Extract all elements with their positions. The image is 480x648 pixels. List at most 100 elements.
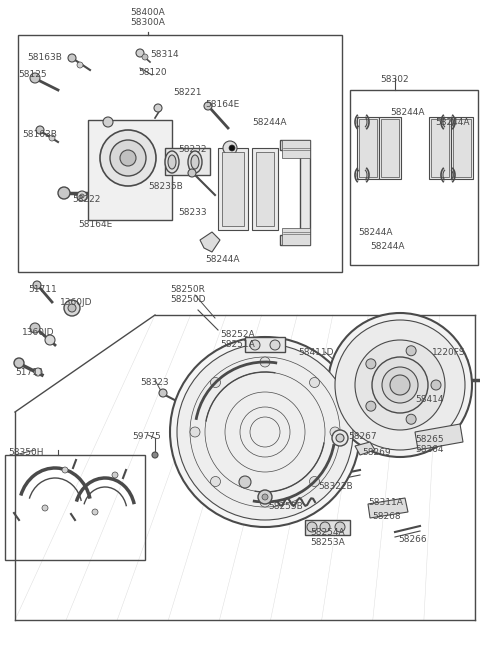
Text: 58120: 58120	[138, 68, 167, 77]
Polygon shape	[252, 148, 278, 230]
Ellipse shape	[191, 155, 199, 169]
Circle shape	[260, 497, 270, 507]
Ellipse shape	[165, 151, 179, 173]
Text: 58250R
58250D: 58250R 58250D	[170, 285, 205, 305]
Circle shape	[36, 126, 44, 134]
Circle shape	[328, 313, 472, 457]
Circle shape	[92, 509, 98, 515]
Text: 58244A: 58244A	[252, 118, 287, 127]
Circle shape	[229, 145, 235, 151]
Circle shape	[120, 150, 136, 166]
Polygon shape	[379, 117, 401, 179]
Text: 1360JD: 1360JD	[22, 328, 55, 337]
Polygon shape	[222, 152, 244, 226]
Circle shape	[307, 522, 317, 532]
Text: 58268: 58268	[372, 512, 401, 521]
Circle shape	[152, 452, 158, 458]
Text: 58221: 58221	[173, 88, 202, 97]
Circle shape	[100, 130, 156, 186]
Circle shape	[80, 194, 84, 198]
Text: 58244A: 58244A	[205, 255, 240, 264]
Circle shape	[188, 169, 196, 177]
Text: 58266: 58266	[398, 535, 427, 544]
Circle shape	[14, 358, 24, 368]
Text: 58164E: 58164E	[78, 220, 112, 229]
Circle shape	[103, 117, 113, 127]
Circle shape	[159, 389, 167, 397]
Text: 58235B: 58235B	[148, 182, 183, 191]
Text: 58164E: 58164E	[205, 100, 239, 109]
Bar	[165, 148, 210, 175]
Text: 58400A
58300A: 58400A 58300A	[131, 8, 166, 27]
Circle shape	[177, 344, 353, 520]
Polygon shape	[431, 119, 449, 177]
Bar	[305, 520, 350, 535]
Circle shape	[30, 73, 40, 83]
Bar	[350, 90, 478, 265]
Circle shape	[336, 434, 344, 442]
Text: 58323: 58323	[140, 378, 168, 387]
Text: 58163B: 58163B	[22, 130, 57, 139]
Bar	[88, 120, 172, 220]
Polygon shape	[359, 119, 377, 177]
Circle shape	[170, 337, 360, 527]
Circle shape	[77, 62, 83, 68]
Circle shape	[366, 401, 376, 411]
Polygon shape	[368, 498, 408, 518]
Circle shape	[330, 427, 340, 437]
Text: 58311A: 58311A	[368, 498, 403, 507]
Polygon shape	[256, 152, 274, 226]
Circle shape	[262, 494, 268, 500]
Circle shape	[112, 472, 118, 478]
Circle shape	[431, 380, 441, 390]
Text: 58244A: 58244A	[370, 242, 405, 251]
Text: 58411D: 58411D	[298, 348, 334, 357]
Bar	[245, 337, 285, 352]
Circle shape	[335, 522, 345, 532]
Text: 58232: 58232	[178, 145, 206, 154]
Circle shape	[270, 340, 280, 350]
Polygon shape	[429, 117, 451, 179]
Circle shape	[320, 522, 330, 532]
Text: 51711: 51711	[28, 285, 57, 294]
Text: 58125: 58125	[18, 70, 47, 79]
Text: 58350H: 58350H	[8, 448, 44, 457]
Polygon shape	[218, 148, 248, 230]
Polygon shape	[357, 117, 379, 179]
Circle shape	[223, 141, 237, 155]
Polygon shape	[282, 228, 310, 245]
Ellipse shape	[188, 151, 202, 173]
Text: 58255B: 58255B	[268, 502, 303, 511]
Text: 58322B: 58322B	[318, 482, 353, 491]
Circle shape	[68, 304, 76, 312]
Circle shape	[258, 490, 272, 504]
Circle shape	[45, 335, 55, 345]
Text: 58244A: 58244A	[390, 108, 424, 117]
Circle shape	[30, 323, 40, 333]
Polygon shape	[280, 140, 310, 245]
Circle shape	[332, 430, 348, 446]
Circle shape	[62, 467, 68, 473]
Text: 58244A: 58244A	[358, 228, 393, 237]
Circle shape	[33, 281, 41, 289]
Circle shape	[335, 320, 465, 450]
Text: 58414: 58414	[415, 395, 444, 404]
Circle shape	[382, 367, 418, 403]
Circle shape	[239, 476, 251, 488]
Circle shape	[136, 49, 144, 57]
Circle shape	[58, 187, 70, 199]
Circle shape	[372, 357, 428, 413]
Circle shape	[250, 340, 260, 350]
Circle shape	[406, 346, 416, 356]
Circle shape	[49, 135, 55, 141]
Bar	[18, 35, 342, 272]
Circle shape	[190, 427, 200, 437]
Circle shape	[406, 414, 416, 424]
Polygon shape	[200, 232, 220, 252]
Circle shape	[68, 54, 76, 62]
Text: 58302: 58302	[381, 75, 409, 84]
Text: 58252A
58251A: 58252A 58251A	[220, 330, 255, 349]
Circle shape	[42, 505, 48, 511]
Text: 51711: 51711	[15, 368, 44, 377]
Polygon shape	[355, 442, 375, 455]
